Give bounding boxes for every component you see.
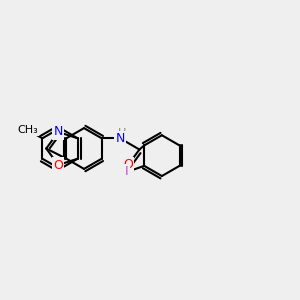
Text: N: N (116, 132, 125, 145)
Text: I: I (125, 166, 129, 178)
Text: O: O (123, 158, 133, 171)
Text: O: O (53, 158, 63, 172)
Text: H: H (118, 128, 127, 138)
Text: N: N (54, 125, 63, 139)
Text: CH₃: CH₃ (17, 124, 38, 135)
